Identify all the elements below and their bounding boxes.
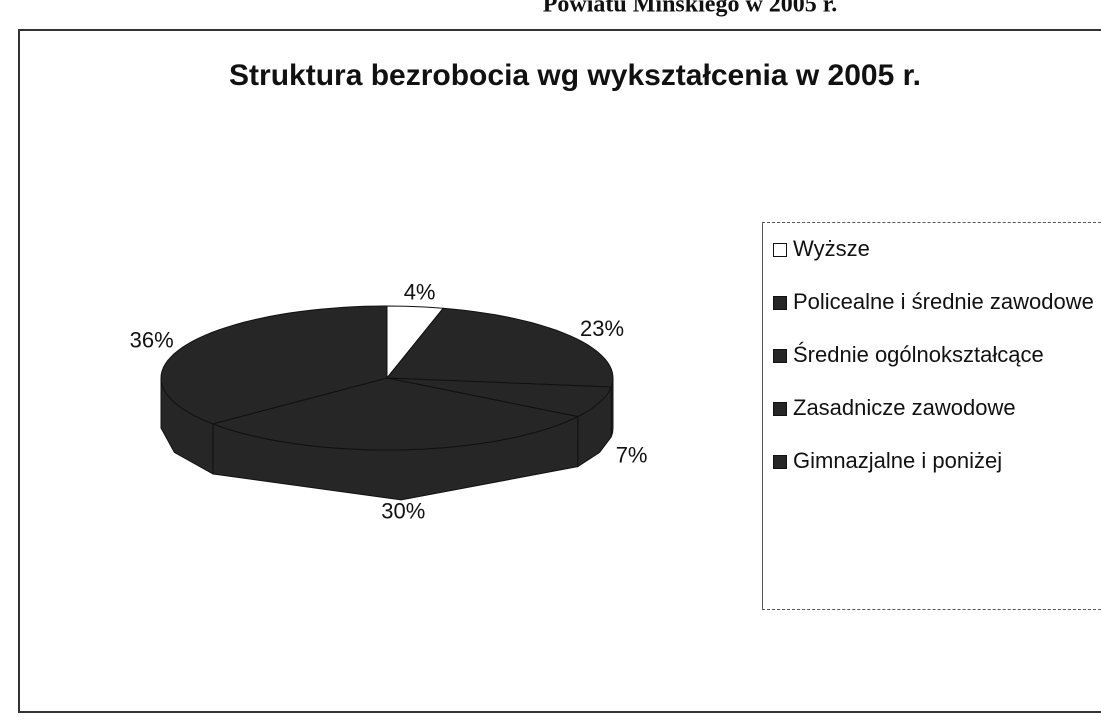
legend-swatch xyxy=(773,349,787,363)
legend-swatch xyxy=(773,402,787,416)
chart-title: Struktura bezrobocia wg wykształcenia w … xyxy=(229,59,921,92)
legend-item: Zasadnicze zawodowe xyxy=(773,394,1098,421)
legend-swatch xyxy=(773,455,787,469)
legend-label: Zasadnicze zawodowe xyxy=(793,395,1016,420)
legend-swatch xyxy=(773,243,787,257)
legend-item: Średnie ogólnokształcące xyxy=(773,341,1098,368)
legend-item: Gimnazjalne i poniżej xyxy=(773,447,1098,474)
legend-swatch xyxy=(773,296,787,310)
legend-label: Średnie ogólnokształcące xyxy=(793,342,1044,367)
slice xyxy=(160,305,388,425)
legend-label: Wyższe xyxy=(793,236,870,261)
header: Powiatu Mińskiego w 2005 r. xyxy=(543,0,837,18)
data-label: 7% xyxy=(616,443,648,468)
slice xyxy=(211,377,580,451)
legend-label: Policealne i średnie zawodowe xyxy=(793,289,1094,314)
chart-frame xyxy=(18,29,1101,713)
data-label: 23% xyxy=(580,316,624,341)
legend-label: Gimnazjalne i poniżej xyxy=(793,448,1003,473)
slice xyxy=(386,377,612,418)
data-label: 30% xyxy=(381,499,425,524)
data-label: 36% xyxy=(130,328,174,353)
data-label: 4% xyxy=(404,280,436,305)
legend-item: Wyższe xyxy=(773,235,1098,262)
slice xyxy=(385,307,614,388)
legend: Wyższe Policealne i średnie zawodowe Średn… xyxy=(762,222,1101,610)
legend-item: Policealne i średnie zawodowe xyxy=(773,288,1098,315)
